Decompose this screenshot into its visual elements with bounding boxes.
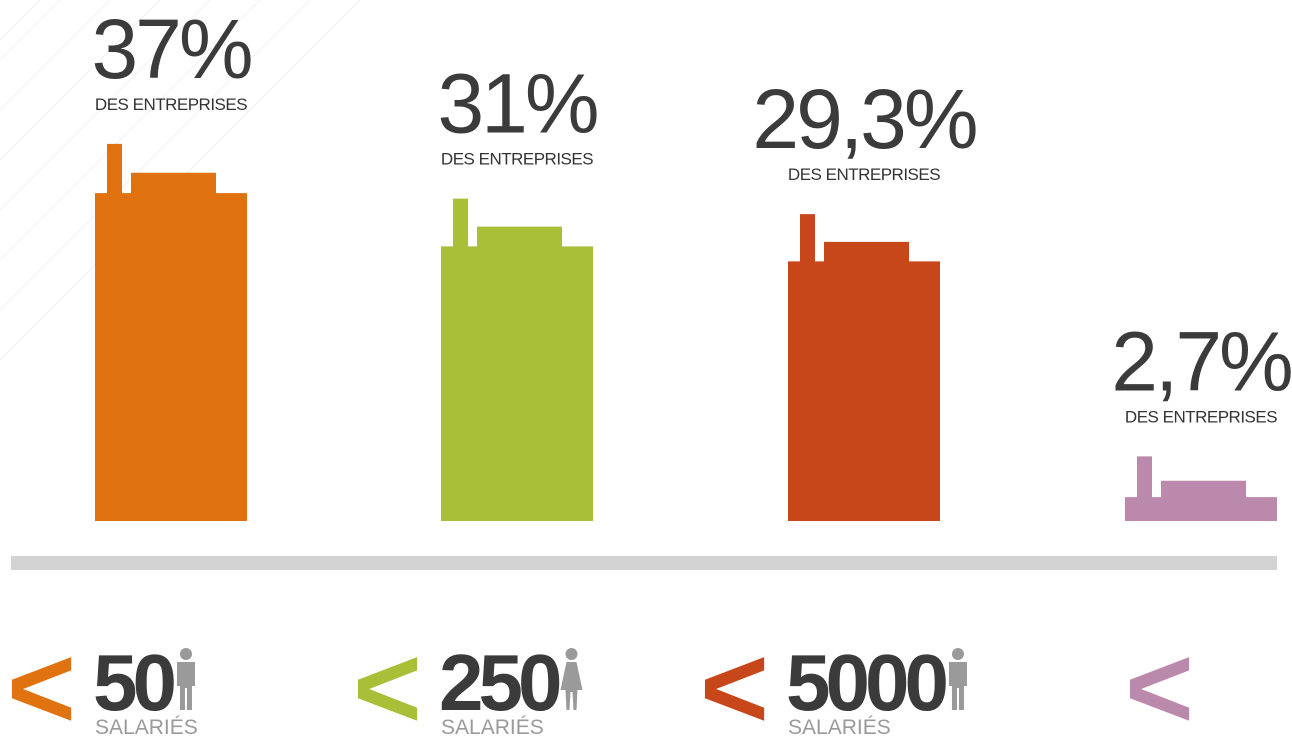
icon-head bbox=[179, 648, 192, 660]
icon-head bbox=[565, 648, 578, 660]
category-unit: SALARIÉS bbox=[441, 716, 544, 738]
background-hatching bbox=[0, 0, 361, 361]
category-prefix: < bbox=[353, 622, 422, 738]
category-number: 5000 bbox=[786, 638, 946, 727]
icon-body bbox=[176, 662, 195, 710]
value-label: 31% bbox=[437, 57, 596, 151]
value-caption: DES ENTREPRISES bbox=[788, 165, 940, 184]
building-bar bbox=[441, 198, 593, 521]
category-prefix: < bbox=[7, 622, 76, 738]
icon-body bbox=[948, 662, 967, 710]
category-prefix: < bbox=[700, 622, 769, 738]
value-caption: DES ENTREPRISES bbox=[441, 150, 593, 169]
man-icon bbox=[948, 648, 967, 710]
value-caption: DES ENTREPRISES bbox=[1125, 407, 1277, 426]
category-unit: SALARIÉS bbox=[788, 716, 891, 738]
baseline-band bbox=[11, 556, 1277, 570]
building-bar bbox=[1125, 456, 1277, 521]
value-label: 37% bbox=[91, 2, 250, 96]
building-bar bbox=[95, 143, 247, 521]
category-unit: SALARIÉS bbox=[95, 716, 198, 738]
woman-icon bbox=[560, 648, 583, 710]
icon-head bbox=[951, 648, 964, 660]
icon-body bbox=[560, 662, 583, 710]
category-number: 50 bbox=[93, 638, 174, 727]
building-bar bbox=[788, 214, 940, 521]
value-label: 29,3% bbox=[752, 72, 975, 166]
category-prefix: < bbox=[1125, 622, 1194, 738]
value-caption: DES ENTREPRISES bbox=[95, 95, 247, 114]
category-number: 250 bbox=[439, 638, 560, 727]
man-icon bbox=[176, 648, 195, 710]
value-label: 2,7% bbox=[1111, 314, 1291, 408]
